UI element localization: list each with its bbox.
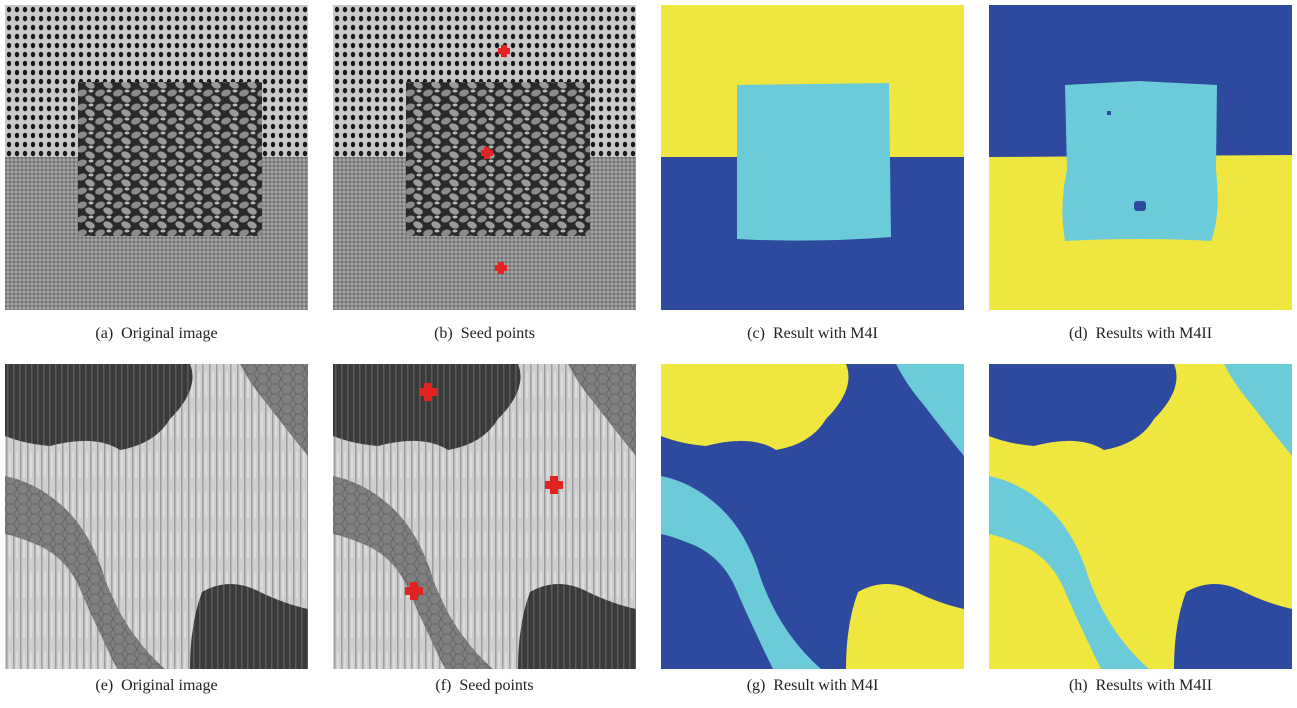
panel-image [5, 364, 308, 669]
panel-image [333, 364, 636, 669]
caption: (h) Results with M4II [1069, 677, 1212, 694]
caption: (e) Original image [95, 677, 217, 694]
caption-label: (g) [747, 677, 766, 694]
panel-image [989, 5, 1292, 310]
caption: (d) Results with M4II [1069, 325, 1212, 342]
caption-label: (h) [1069, 677, 1088, 694]
caption-caption: Original image [121, 325, 217, 342]
panel-image [5, 5, 308, 310]
caption: (f) Seed points [435, 677, 533, 694]
caption-caption: Seed points [461, 325, 535, 342]
caption-label: (e) [95, 677, 113, 694]
caption-label: (c) [747, 325, 765, 342]
caption-caption: Results with M4II [1096, 677, 1212, 694]
caption-caption: Original image [121, 677, 217, 694]
caption-caption: Result with M4I [773, 325, 878, 342]
caption-label: (f) [435, 677, 451, 694]
figure: (a) Original image (b) Seed points (c) Result… [0, 0, 1297, 708]
caption: (c) Result with M4I [747, 325, 878, 342]
panel-image [661, 364, 964, 669]
caption-caption: Results with M4II [1096, 325, 1212, 342]
caption: (a) Original image [95, 325, 217, 342]
caption-caption: Result with M4I [773, 677, 878, 694]
caption-label: (b) [434, 325, 453, 342]
panel-image [989, 364, 1292, 669]
caption: (b) Seed points [434, 325, 535, 342]
caption-caption: Seed points [459, 677, 533, 694]
caption-label: (d) [1069, 325, 1088, 342]
caption: (g) Result with M4I [747, 677, 879, 694]
panel-image [661, 5, 964, 310]
panel-image [333, 5, 636, 310]
caption-label: (a) [95, 325, 113, 342]
